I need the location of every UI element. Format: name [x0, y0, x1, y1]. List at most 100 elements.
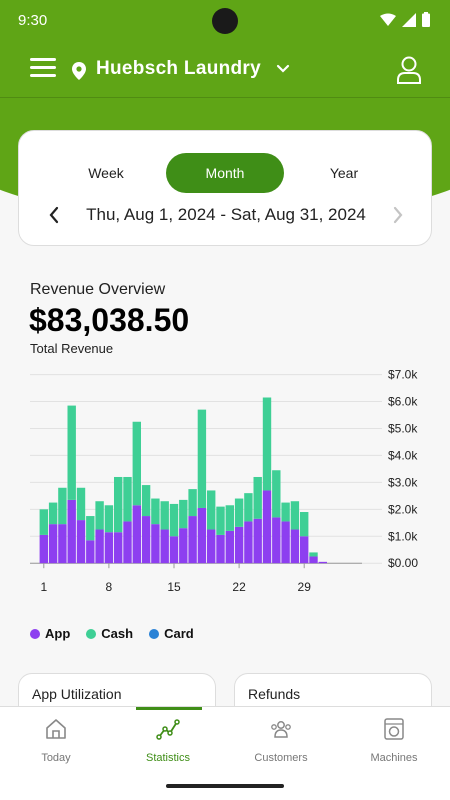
bar-app	[281, 521, 290, 564]
x-tick-label: 22	[232, 580, 246, 594]
legend-item-card: Card	[149, 626, 194, 641]
users-icon	[271, 721, 291, 738]
bar-app	[39, 534, 48, 564]
bar-app	[95, 529, 104, 564]
bar-cash	[76, 487, 86, 521]
bar-cash	[151, 498, 160, 525]
bar-cash	[309, 552, 318, 557]
profile-icon[interactable]	[396, 56, 422, 84]
legend-app-label: App	[45, 626, 71, 641]
location-pin-icon	[72, 62, 86, 80]
bar-app	[169, 536, 179, 564]
chevron-left-icon[interactable]	[47, 205, 61, 225]
bar-app	[132, 505, 141, 564]
bar-cash	[86, 516, 95, 541]
bar-cash	[234, 498, 244, 527]
tab-year[interactable]: Year	[329, 165, 359, 181]
bar-cash	[104, 505, 114, 533]
bar-app	[225, 530, 234, 564]
bar-app	[123, 521, 132, 564]
location-selector[interactable]: Huebsch Laundry	[96, 58, 261, 79]
menu-button[interactable]	[30, 58, 56, 84]
washer-icon	[384, 718, 404, 740]
bar-app	[272, 517, 281, 564]
bar-cash	[58, 487, 67, 525]
chart-icon	[156, 719, 180, 740]
revenue-overview-title: Revenue Overview	[30, 281, 166, 298]
nav-item-machines[interactable]: Machines	[338, 707, 450, 787]
y-tick-label: $6.0k	[388, 395, 418, 409]
home-icon	[46, 719, 66, 739]
camera-cutout	[212, 8, 238, 34]
bar-cash	[95, 501, 104, 530]
tab-week[interactable]: Week	[88, 165, 124, 181]
nav-label-machines: Machines	[370, 752, 418, 764]
bar-app	[179, 528, 188, 564]
bottom-navigation: Today Statistics Customers Machines	[0, 706, 450, 800]
bar-app	[244, 521, 253, 564]
legend-app-swatch	[30, 628, 40, 639]
menu-bar	[30, 74, 56, 77]
refunds-title: Refunds	[248, 686, 301, 702]
bar-app	[253, 518, 262, 564]
bar-app	[114, 532, 123, 564]
wifi-icon	[380, 13, 396, 26]
y-tick-label: $0.00	[388, 556, 418, 570]
y-tick-label: $3.0k	[388, 475, 418, 489]
y-tick-label: $4.0k	[388, 448, 418, 462]
y-tick-label: $2.0k	[388, 502, 418, 516]
bar-cash	[244, 493, 253, 522]
menu-bar	[30, 66, 56, 69]
y-tick-label: $7.0k	[388, 368, 418, 382]
bar-cash	[290, 501, 300, 530]
bar-app	[234, 526, 244, 564]
bar-cash	[67, 405, 76, 500]
bar-app	[76, 520, 86, 564]
battery-icon	[422, 12, 430, 27]
bar-cash	[262, 397, 272, 491]
date-range-label: Thu, Aug 1, 2024 - Sat, Aug 31, 2024	[86, 205, 366, 224]
legend-item-app: App	[30, 626, 70, 641]
date-range-row: Thu, Aug 1, 2024 - Sat, Aug 31, 2024	[19, 201, 433, 231]
total-revenue-label: Total Revenue	[30, 341, 114, 356]
x-tick-label: 1	[40, 580, 47, 594]
bar-cash	[197, 409, 207, 508]
legend-cash-swatch	[86, 628, 97, 639]
x-tick-label: 29	[298, 580, 312, 594]
bar-cash	[169, 503, 179, 537]
bar-cash	[123, 476, 132, 522]
bar-cash	[207, 490, 216, 530]
x-tick-label: 15	[167, 580, 181, 594]
tab-month[interactable]: Month	[166, 153, 284, 193]
nav-item-today[interactable]: Today	[0, 707, 112, 787]
bar-app	[141, 516, 151, 564]
legend-item-cash: Cash	[86, 626, 133, 641]
chevron-right-icon[interactable]	[391, 205, 405, 225]
bar-app	[262, 490, 272, 564]
home-indicator[interactable]	[166, 784, 284, 788]
bar-cash	[188, 489, 197, 517]
top-app-bar: Huebsch Laundry	[0, 44, 450, 98]
chevron-down-icon[interactable]	[276, 64, 290, 74]
bar-cash	[179, 499, 188, 529]
menu-bar	[30, 58, 56, 61]
chart-legend: App Cash Card	[30, 626, 194, 641]
bar-cash	[216, 506, 225, 535]
bar-cash	[225, 505, 234, 531]
legend-cash-label: Cash	[101, 626, 134, 641]
period-tabs: Week Month Year	[47, 153, 403, 193]
nav-item-statistics[interactable]: Statistics	[112, 707, 224, 787]
app-utilization-title: App Utilization	[32, 686, 122, 702]
y-tick-label: $1.0k	[388, 529, 418, 543]
period-selector-card: Week Month Year Thu, Aug 1, 2024 - Sat, …	[18, 130, 432, 246]
nav-item-customers[interactable]: Customers	[225, 707, 337, 787]
bar-app	[309, 556, 318, 564]
bar-app	[86, 540, 95, 564]
bar-cash	[281, 502, 290, 522]
nav-active-indicator	[136, 707, 202, 710]
nav-label-customers: Customers	[254, 752, 308, 764]
bar-app	[188, 516, 197, 564]
bar-app	[104, 532, 114, 564]
bar-cash	[114, 476, 123, 533]
